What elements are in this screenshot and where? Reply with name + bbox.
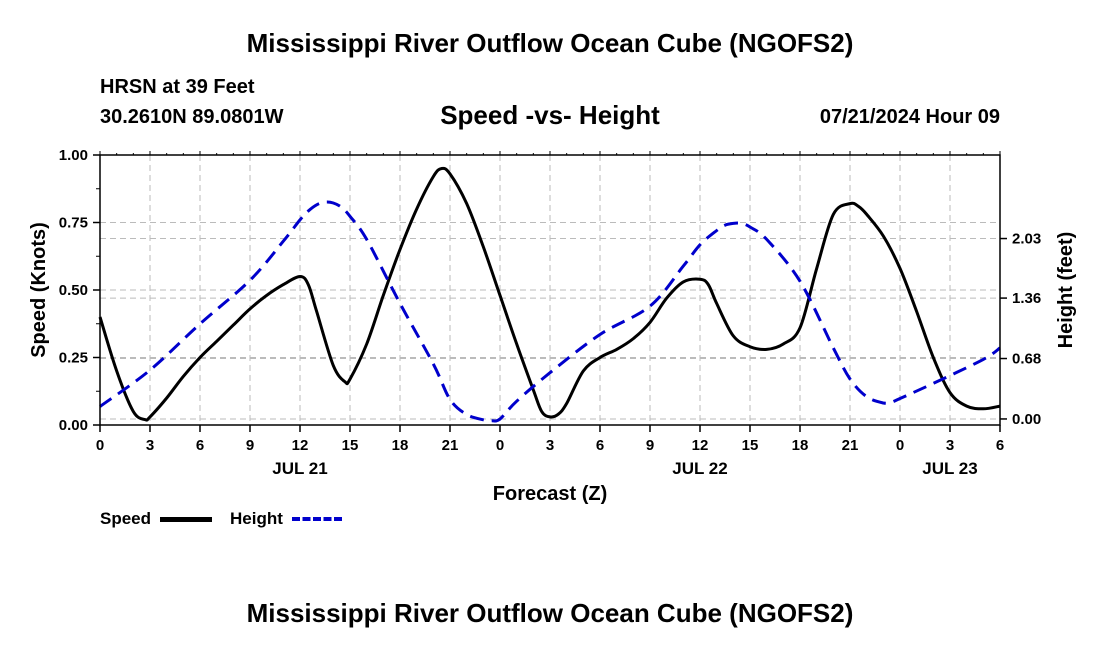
axes: 0 3 6 9 12 15 18 21 0 3 6 9 12 15 18 21 0 3 6 JUL 21 JUL 22 J… bbox=[59, 147, 1041, 478]
y-tick-label: 0.50 bbox=[59, 282, 88, 299]
x-tick-label: 6 bbox=[596, 437, 604, 454]
series-line-speed bbox=[98, 166, 1001, 422]
legend-height-label: Height bbox=[230, 509, 283, 528]
x-tick-label: 0 bbox=[496, 437, 504, 454]
x-axis-label: Forecast (Z) bbox=[493, 483, 607, 505]
x-tick-label: 12 bbox=[692, 437, 709, 454]
x-tick-label: 6 bbox=[196, 437, 204, 454]
legend-speed-label: Speed bbox=[100, 509, 152, 528]
x-tick-label: 3 bbox=[546, 437, 554, 454]
station-label: HRSN at 39 Feet bbox=[100, 76, 255, 98]
y-tick-label: 0.00 bbox=[59, 417, 88, 434]
x-tick-label: 21 bbox=[442, 437, 459, 454]
y-tick-label: 0.75 bbox=[59, 215, 88, 232]
forecast-datetime: 07/21/2024 Hour 09 bbox=[819, 106, 1000, 128]
legend-height-swatch bbox=[292, 517, 342, 521]
x-tick-label: 15 bbox=[742, 437, 759, 454]
series-layer bbox=[98, 166, 1001, 423]
series-line-height bbox=[99, 200, 1001, 423]
x-tick-label: 9 bbox=[646, 437, 654, 454]
date-label: JUL 21 bbox=[272, 459, 327, 478]
y-axis-label: Speed (Knots) bbox=[28, 222, 50, 358]
station-coordinates: 30.2610N 89.0801W bbox=[100, 106, 284, 128]
y2-tick-label: 1.36 bbox=[1012, 290, 1041, 307]
y-tick-label: 1.00 bbox=[59, 147, 88, 164]
x-tick-label: 0 bbox=[96, 437, 104, 454]
x-tick-label: 0 bbox=[896, 437, 904, 454]
x-tick-label: 18 bbox=[392, 437, 409, 454]
y2-tick-label: 0.00 bbox=[1012, 411, 1041, 428]
x-tick-label: 15 bbox=[342, 437, 359, 454]
date-label: JUL 22 bbox=[672, 459, 727, 478]
x-tick-label: 12 bbox=[292, 437, 309, 454]
x-tick-label: 18 bbox=[792, 437, 809, 454]
x-tick-label: 6 bbox=[996, 437, 1004, 454]
y2-axis-label: Height (feet) bbox=[1055, 232, 1077, 349]
date-label: JUL 23 bbox=[922, 459, 977, 478]
y-tick-label: 0.25 bbox=[59, 350, 88, 367]
chart-footer-title: Mississippi River Outflow Ocean Cube (NG… bbox=[246, 598, 854, 628]
x-tick-label: 21 bbox=[842, 437, 859, 454]
y2-tick-label: 2.03 bbox=[1012, 231, 1041, 248]
grid-lines bbox=[100, 155, 1000, 425]
y2-tick-label: 0.68 bbox=[1012, 351, 1041, 368]
legend-speed-swatch bbox=[160, 517, 212, 522]
x-tick-label: 9 bbox=[246, 437, 254, 454]
x-tick-label: 3 bbox=[146, 437, 154, 454]
chart-subtitle: Speed -vs- Height bbox=[440, 100, 660, 130]
x-tick-label: 3 bbox=[946, 437, 954, 454]
chart-main-title: Mississippi River Outflow Ocean Cube (NG… bbox=[246, 28, 854, 58]
